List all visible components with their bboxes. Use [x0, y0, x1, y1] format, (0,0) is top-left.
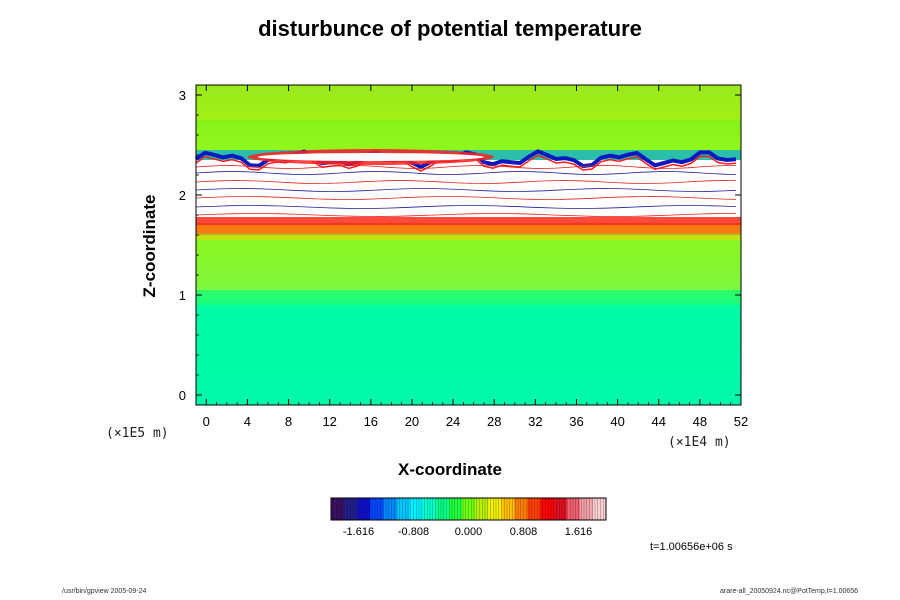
- colorbar: -1.616 -0.808 0.000 0.808 1.616: [330, 497, 607, 538]
- colorbar-segment: [540, 498, 555, 520]
- plot-frame: [195, 84, 742, 406]
- field-band: [196, 305, 741, 405]
- y-tick-label: 1: [179, 288, 186, 303]
- field-layer: [194, 85, 741, 405]
- time-label: t=1.00656e+06 s: [650, 541, 733, 553]
- y-tick-label: 3: [179, 88, 186, 103]
- x-tick-label: 16: [364, 414, 378, 429]
- y-scale-label: (×1E5 m): [106, 426, 169, 441]
- x-tick-label: 4: [244, 414, 251, 429]
- contour-line: [195, 205, 737, 209]
- colorbar-frame: [330, 497, 607, 521]
- x-tick-label: 20: [405, 414, 419, 429]
- chart-title: disturbunce of potential temperature: [258, 16, 642, 41]
- contour-line: [195, 188, 737, 192]
- colorbar-tick-label: 0.000: [455, 526, 483, 538]
- footer-source: arare-all_20050924.nc@PotTemp,t=1.00656: [720, 588, 859, 595]
- colorbar-tick-label: 0.808: [510, 526, 538, 538]
- warm-cap-core: [257, 153, 484, 161]
- y-tick-label: 0: [179, 388, 186, 403]
- x-tick-label: 44: [652, 414, 666, 429]
- colorbar-segment: [514, 498, 528, 520]
- field-band: [196, 85, 741, 120]
- colorbar-segment: [422, 498, 437, 520]
- colorbar-tick-label: -1.616: [343, 526, 374, 538]
- field-band: [196, 265, 741, 290]
- field-band: [196, 120, 741, 150]
- y-axis-label: Z-coordinate: [140, 194, 159, 298]
- colorbar-segment: [383, 498, 397, 520]
- colorbar-segment: [488, 498, 502, 520]
- colorbar-segment: [501, 498, 515, 520]
- colorbar-segment: [475, 498, 489, 520]
- colorbar-segment: [331, 498, 345, 520]
- colorbar-segment: [553, 498, 568, 520]
- x-scale-label: (×1E4 m): [668, 435, 731, 450]
- x-tick-label: 48: [693, 414, 707, 429]
- x-tick-label: 12: [322, 414, 336, 429]
- contour-line: [195, 171, 737, 175]
- contour-line: [195, 196, 737, 200]
- x-tick-label: 24: [446, 414, 460, 429]
- warm-layer: [196, 160, 741, 223]
- field-band: [196, 290, 741, 305]
- colorbar-segment: [527, 498, 542, 520]
- x-tick-label: 32: [528, 414, 542, 429]
- colorbar-segment: [448, 498, 463, 520]
- x-axis-label: X-coordinate: [398, 460, 502, 479]
- x-tick-label: 52: [734, 414, 748, 429]
- colorbar-tick-label: -0.808: [398, 526, 429, 538]
- contour-line: [195, 213, 736, 217]
- x-tick-label: 0: [203, 414, 210, 429]
- colorbar-segment: [461, 498, 476, 520]
- field-band: [196, 235, 741, 265]
- contour-line: [195, 180, 737, 184]
- x-tick-label: 8: [285, 414, 292, 429]
- colorbar-segment: [435, 498, 450, 520]
- x-tick-label: 40: [610, 414, 624, 429]
- colorbar-tick-label: 1.616: [565, 526, 593, 538]
- colorbar-segment: [566, 498, 581, 520]
- warm-layer-lower-fringe: [196, 225, 741, 240]
- contour-line: [195, 165, 736, 169]
- x-tick-label: 36: [569, 414, 583, 429]
- warm-layer-lower-edge: [196, 217, 741, 233]
- y-tick-label: 2: [179, 188, 186, 203]
- footer-command: /usr/bin/gpview 2005-09-24: [62, 588, 147, 595]
- x-tick-label: 28: [487, 414, 501, 429]
